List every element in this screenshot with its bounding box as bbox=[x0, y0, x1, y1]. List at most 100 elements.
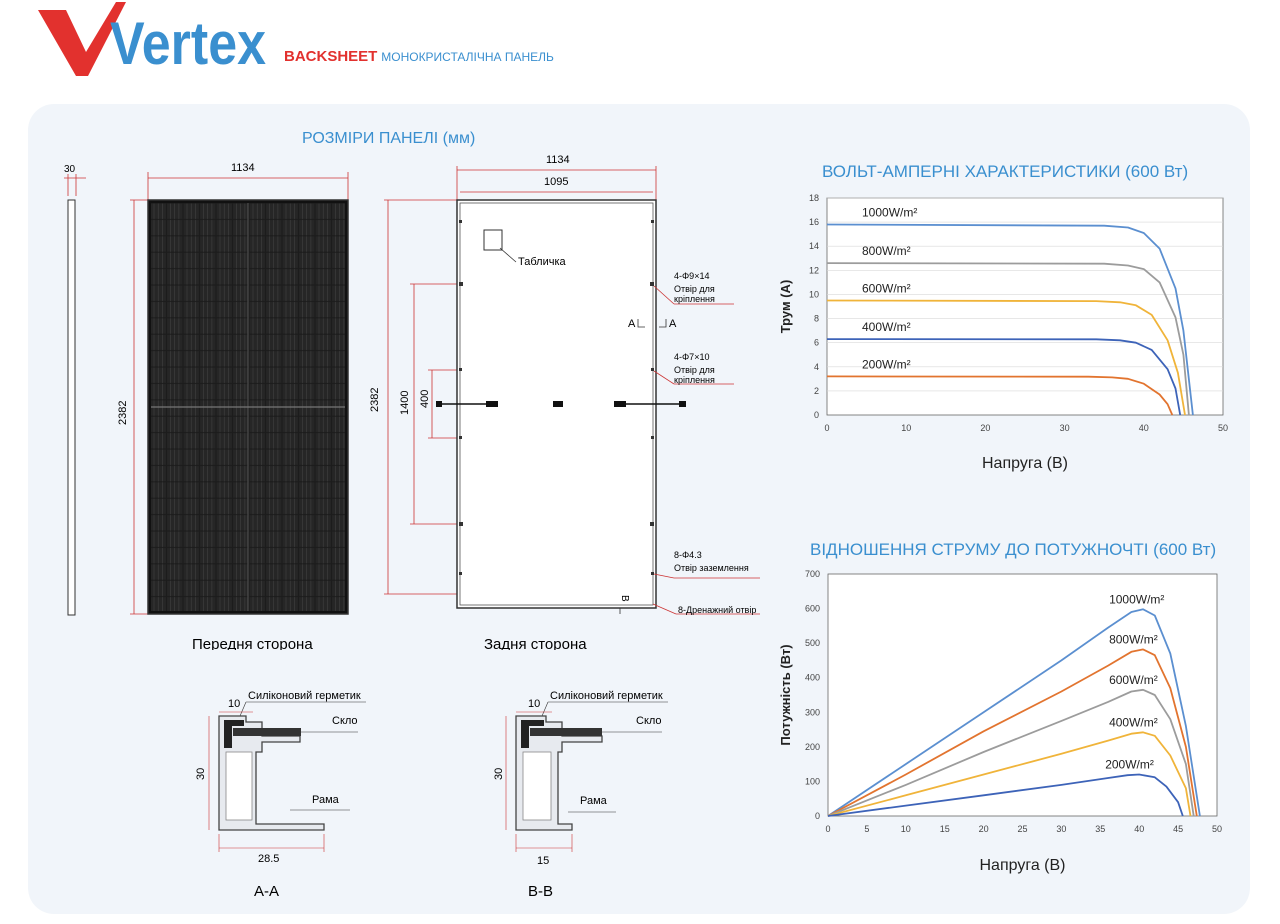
x-tick-label: 35 bbox=[1095, 824, 1105, 834]
series-label: 400W/m² bbox=[862, 320, 911, 334]
aa-frame-label: Рама bbox=[312, 794, 340, 806]
back-caption: Задня сторона bbox=[484, 636, 587, 650]
y-tick-label: 6 bbox=[814, 338, 819, 348]
aa-glass-label: Скло bbox=[332, 715, 358, 727]
front-height-label: 2382 bbox=[117, 401, 129, 425]
y-tick-label: 0 bbox=[814, 410, 819, 420]
x-tick-label: 50 bbox=[1212, 824, 1222, 834]
back-height-label: 2382 bbox=[369, 388, 381, 412]
series-line bbox=[826, 299, 1186, 416]
x-axis-label: Напруга (В) bbox=[982, 455, 1068, 472]
y-tick-label: 10 bbox=[809, 289, 819, 299]
y-tick-label: 300 bbox=[805, 707, 820, 717]
bb-sealant-label: Силіконовий герметик bbox=[550, 690, 663, 702]
iv-chart: 0 2 4 6 8 10 12 14 16 18 0 10 20 30 40 50 1000W/m² 800W/m… bbox=[778, 193, 1228, 472]
y-axis-label: Потужність (Вт) bbox=[778, 644, 793, 745]
series-line bbox=[826, 223, 1194, 416]
y-tick-label: 16 bbox=[809, 217, 819, 227]
series-label: 600W/m² bbox=[1109, 673, 1158, 687]
x-tick-label: 20 bbox=[980, 423, 990, 433]
series-line bbox=[827, 731, 1192, 817]
bb-height-dim: 30 bbox=[493, 768, 505, 780]
aa-bottom-dim: 28.5 bbox=[258, 853, 279, 865]
ground-spec: 8-Φ4.3 bbox=[674, 550, 702, 560]
x-tick-label: 15 bbox=[940, 824, 950, 834]
series-label: 1000W/m² bbox=[1109, 592, 1164, 606]
series-line bbox=[827, 688, 1195, 817]
product-subtitle: BACKSHEET МОНОКРИСТАЛІЧНА ПАНЕЛЬ bbox=[284, 48, 554, 65]
y-tick-label: 400 bbox=[805, 673, 820, 683]
product-type: МОНОКРИСТАЛІЧНА ПАНЕЛЬ bbox=[381, 50, 554, 64]
y-tick-label: 0 bbox=[815, 811, 820, 821]
back-view: 1134 1095 2382 1400 400 Табличка bbox=[369, 154, 760, 615]
pv-chart: 0 100 200 300 400 500 600 700 0 5 10 15 20 25 30 35 40 45… bbox=[778, 569, 1222, 874]
panel-drawings: 30 1134 2382 Передня сторона 1134 1095 2… bbox=[64, 154, 760, 650]
section-mark-a-right: A bbox=[669, 318, 677, 330]
x-tick-label: 20 bbox=[979, 824, 989, 834]
y-tick-label: 4 bbox=[814, 362, 819, 372]
series-line bbox=[827, 648, 1198, 817]
y-tick-label: 2 bbox=[814, 386, 819, 396]
front-caption: Передня сторона bbox=[192, 636, 313, 650]
series-label: 800W/m² bbox=[862, 244, 911, 258]
y-tick-label: 200 bbox=[805, 742, 820, 752]
aa-height-dim: 30 bbox=[195, 768, 207, 780]
front-width-label: 1134 bbox=[231, 162, 255, 174]
x-tick-label: 5 bbox=[864, 824, 869, 834]
x-tick-label: 40 bbox=[1139, 423, 1149, 433]
series-label: 1000W/m² bbox=[862, 206, 917, 220]
nameplate-box bbox=[483, 229, 503, 251]
bb-frame-label: Рама bbox=[580, 795, 608, 807]
series-line bbox=[826, 338, 1182, 416]
y-tick-label: 18 bbox=[809, 193, 819, 203]
series-line bbox=[826, 375, 1174, 416]
series-label: 600W/m² bbox=[862, 281, 911, 295]
hole1-desc-2: кріплення bbox=[674, 294, 715, 304]
x-tick-label: 25 bbox=[1017, 824, 1027, 834]
back-width-inner-label: 1095 bbox=[544, 176, 568, 188]
front-view: 1134 2382 bbox=[117, 162, 349, 615]
x-tick-label: 10 bbox=[901, 423, 911, 433]
junction-cables bbox=[436, 401, 686, 407]
pv-chart-title: ВІДНОШЕННЯ СТРУМУ ДО ПОТУЖНОЧТІ (600 Вт) bbox=[810, 540, 1217, 559]
x-tick-label: 30 bbox=[1060, 423, 1070, 433]
aa-sealant-label: Силіконовий герметик bbox=[248, 690, 361, 702]
y-tick-label: 12 bbox=[809, 265, 819, 275]
y-axis-label: Трум (А) bbox=[778, 280, 793, 334]
bb-glass-label: Скло bbox=[636, 715, 662, 727]
plot-area bbox=[826, 197, 1224, 416]
side-thickness-label: 30 bbox=[64, 164, 76, 175]
series-line bbox=[827, 608, 1201, 817]
series-label: 400W/m² bbox=[1109, 715, 1158, 729]
nameplate-label: Табличка bbox=[518, 256, 566, 268]
x-tick-label: 40 bbox=[1134, 824, 1144, 834]
aa-label: A-A bbox=[254, 883, 279, 900]
series-line bbox=[826, 262, 1190, 416]
x-tick-label: 10 bbox=[901, 824, 911, 834]
y-tick-label: 100 bbox=[805, 776, 820, 786]
hole1-desc-1: Отвір для bbox=[674, 284, 715, 294]
y-tick-label: 14 bbox=[809, 241, 819, 251]
x-tick-label: 0 bbox=[825, 824, 830, 834]
logo-text: Vertex bbox=[110, 10, 266, 77]
bb-bottom-dim: 15 bbox=[537, 855, 549, 867]
x-tick-label: 30 bbox=[1056, 824, 1066, 834]
x-axis-label: Напруга (В) bbox=[980, 857, 1066, 874]
iv-chart-title: ВОЛЬТ-АМПЕРНІ ХАРАКТЕРИСТИКИ (600 Вт) bbox=[822, 162, 1189, 181]
x-tick-label: 45 bbox=[1173, 824, 1183, 834]
ground-desc: Отвір заземлення bbox=[674, 563, 749, 573]
section-mark-a-left: A bbox=[628, 318, 636, 330]
bb-top-dim: 10 bbox=[528, 698, 540, 710]
hole1-spec: 4-Φ9×14 bbox=[674, 271, 709, 281]
dimensions-title: РОЗМІРИ ПАНЕЛІ (мм) bbox=[302, 130, 476, 147]
y-tick-label: 700 bbox=[805, 569, 820, 579]
series-line bbox=[827, 773, 1184, 817]
bb-label: B-B bbox=[528, 883, 553, 900]
x-tick-label: 0 bbox=[824, 423, 829, 433]
y-tick-label: 600 bbox=[805, 604, 820, 614]
back-width-outer-label: 1134 bbox=[546, 154, 570, 166]
series-label: 800W/m² bbox=[1109, 632, 1158, 646]
section-aa: Силіконовий герметик 10 Скло Рама 30 28.… bbox=[195, 690, 366, 900]
hole2-spec: 4-Φ7×10 bbox=[674, 352, 709, 362]
ground-spacing-label: 400 bbox=[419, 390, 431, 408]
